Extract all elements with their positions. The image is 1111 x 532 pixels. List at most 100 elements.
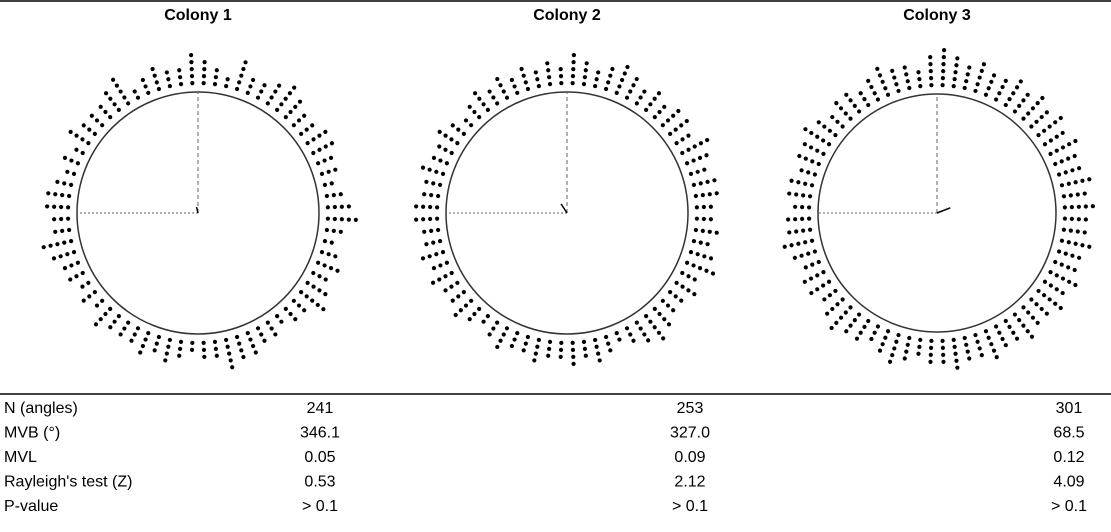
dot (322, 239, 328, 244)
dot (1073, 282, 1078, 288)
dot (661, 336, 666, 341)
dot-stack (624, 326, 636, 343)
dot (214, 353, 219, 358)
dot (826, 142, 832, 147)
dot-stack (1048, 138, 1078, 156)
dot-stack (830, 114, 845, 129)
dot (189, 53, 194, 58)
dot-stack (463, 118, 474, 128)
dot (890, 353, 895, 358)
dot (178, 339, 184, 344)
dot (504, 95, 510, 100)
dot (983, 329, 989, 334)
dot-stack (453, 298, 474, 318)
dot (346, 204, 351, 209)
dot (164, 351, 169, 356)
dot (1066, 265, 1071, 270)
cell-value: 0.05 (304, 449, 335, 466)
dot (512, 84, 517, 89)
dot (638, 95, 643, 100)
dot-stack (81, 123, 97, 136)
dot-stack (177, 68, 184, 87)
dot (80, 137, 85, 142)
dot (642, 332, 647, 337)
dot (166, 77, 171, 82)
dot (707, 229, 712, 234)
dot (283, 306, 288, 311)
dot-stack (467, 306, 482, 322)
dot (1068, 228, 1073, 233)
dot (1000, 84, 1005, 90)
dot (414, 204, 419, 209)
dot (880, 79, 885, 84)
dot (852, 318, 857, 323)
dot (674, 280, 679, 285)
dot (461, 290, 466, 295)
dot (858, 330, 863, 335)
dot-stack (163, 337, 172, 363)
dot (617, 84, 622, 89)
dot (201, 340, 206, 345)
dot (1082, 230, 1087, 235)
dot (519, 66, 524, 72)
dot (245, 331, 250, 336)
dot-stack (1059, 177, 1092, 188)
dot (807, 194, 813, 199)
dot (292, 85, 297, 90)
dot (680, 137, 685, 142)
mean-vector (560, 203, 568, 214)
dot (316, 161, 321, 166)
mean-vector (195, 206, 199, 214)
dot (323, 292, 328, 297)
dot (80, 284, 85, 289)
dot (685, 161, 690, 166)
dot (443, 133, 448, 138)
dot (469, 123, 474, 128)
dot (928, 359, 933, 364)
dot (1026, 111, 1031, 116)
dot (178, 82, 184, 87)
dot-stack (74, 147, 85, 156)
dot (414, 217, 419, 222)
dot (559, 81, 564, 86)
dot (799, 253, 804, 258)
dot (918, 83, 923, 89)
dot (698, 141, 704, 146)
dot (52, 204, 57, 209)
dot-stack (55, 179, 74, 187)
dot (339, 204, 344, 209)
dot (902, 65, 907, 70)
dot (329, 141, 335, 146)
dot (808, 145, 814, 150)
dot-stack (431, 155, 449, 166)
dot (122, 95, 127, 100)
dot (803, 181, 808, 186)
dot-stack (688, 249, 714, 261)
dot (469, 298, 474, 303)
dot (546, 68, 551, 73)
dot (80, 150, 85, 156)
dot (1061, 227, 1067, 232)
dot-stack (234, 334, 246, 360)
dot (979, 353, 984, 358)
dot-stack (1061, 191, 1087, 199)
dot (806, 251, 811, 256)
dot-stack (245, 77, 256, 95)
dot (333, 254, 338, 259)
dot-stack (118, 320, 131, 337)
dot (275, 107, 280, 112)
dot (714, 230, 719, 235)
dot (685, 260, 690, 265)
dot (1069, 205, 1074, 210)
dot-stack (680, 137, 710, 156)
dot (89, 113, 94, 118)
dot (431, 181, 436, 186)
dot (255, 326, 261, 331)
dot (928, 62, 933, 67)
dot (1042, 128, 1047, 133)
dot (872, 330, 877, 335)
cell-value: 68.5 (1053, 425, 1084, 442)
dot (435, 205, 440, 210)
dot (570, 81, 575, 86)
